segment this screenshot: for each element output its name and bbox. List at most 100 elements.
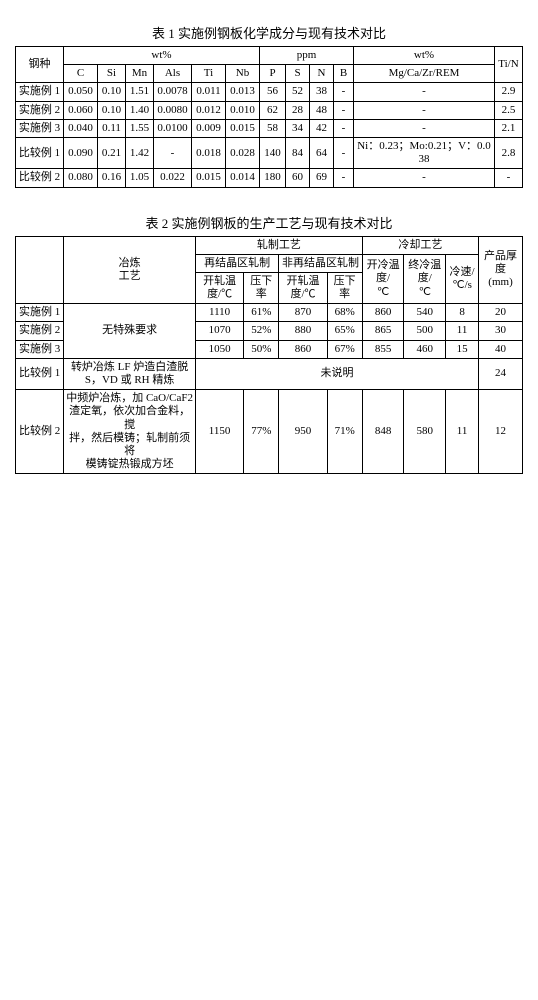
col-p: P xyxy=(260,65,286,83)
cell-c: 0.090 xyxy=(64,137,98,168)
cell-c: 0.080 xyxy=(64,169,98,187)
cell-mn: 1.05 xyxy=(126,169,154,187)
cell-n: 64 xyxy=(310,137,334,168)
h-steel: 钢种 xyxy=(16,47,64,83)
cell-sc: 860 xyxy=(362,304,404,322)
cell-th: 12 xyxy=(479,390,523,474)
cell-name: 比较例 2 xyxy=(16,390,64,474)
cell-sc: 855 xyxy=(362,340,404,358)
cell-p: 62 xyxy=(260,101,286,119)
col-mn: Mn xyxy=(126,65,154,83)
cell-mg: - xyxy=(354,169,495,187)
cell-mn: 1.51 xyxy=(126,83,154,101)
col-c: C xyxy=(64,65,98,83)
cell-tin: - xyxy=(495,169,523,187)
h-red1: 压下率 xyxy=(244,272,279,303)
cell-p: 180 xyxy=(260,169,286,187)
h-endc: 终冷温度/ ℃ xyxy=(404,254,446,304)
col-si: Si xyxy=(98,65,126,83)
cell-o2: 950 xyxy=(279,390,327,474)
col-mg: Mg/Ca/Zr/REM xyxy=(354,65,495,83)
cell-rate: 11 xyxy=(446,322,479,340)
cell-o1: 1150 xyxy=(195,390,243,474)
cell-als: 0.0080 xyxy=(154,101,192,119)
cell-b: - xyxy=(334,137,354,168)
h-open1: 开轧温度/℃ xyxy=(195,272,243,303)
h-recry: 再结晶区轧制 xyxy=(195,254,278,272)
cell-o1: 1070 xyxy=(195,322,243,340)
cell-name: 比较例 1 xyxy=(16,137,64,168)
cell-nb: 0.010 xyxy=(226,101,260,119)
h-rate: 冷速/ ℃/s xyxy=(446,254,479,304)
h-open2: 开轧温度/℃ xyxy=(279,272,327,303)
cell-si: 0.11 xyxy=(98,119,126,137)
cell-c: 0.050 xyxy=(64,83,98,101)
cell-nb: 0.014 xyxy=(226,169,260,187)
col-als: Als xyxy=(154,65,192,83)
cell-n: 42 xyxy=(310,119,334,137)
cell-r1: 50% xyxy=(244,340,279,358)
cell-tin: 2.8 xyxy=(495,137,523,168)
cell-s: 34 xyxy=(286,119,310,137)
cell-r2: 68% xyxy=(327,304,362,322)
cell-o1: 1050 xyxy=(195,340,243,358)
h-wt1: wt% xyxy=(64,47,260,65)
table2: 冶炼 工艺 轧制工艺 冷却工艺 产品厚度 (mm) 再结晶区轧制 非再结晶区轧制… xyxy=(15,236,523,475)
cell-c: 0.040 xyxy=(64,119,98,137)
cell-b: - xyxy=(334,101,354,119)
h-cool: 冷却工艺 xyxy=(362,236,478,254)
cell-als: - xyxy=(154,137,192,168)
cell-name: 实施例 3 xyxy=(16,119,64,137)
cell-n: 38 xyxy=(310,83,334,101)
h-red2: 压下率 xyxy=(327,272,362,303)
h-wt2: wt% xyxy=(354,47,495,65)
table1-caption: 表 1 实施例钢板化学成分与现有技术对比 xyxy=(15,23,523,42)
table-row: 实施例 20.0600.101.400.00800.0120.010622848… xyxy=(16,101,523,119)
cell-name: 比较例 2 xyxy=(16,169,64,187)
h-roll: 轧制工艺 xyxy=(195,236,362,254)
cell-name: 实施例 2 xyxy=(16,322,64,340)
cell-p: 140 xyxy=(260,137,286,168)
cell-rate: 11 xyxy=(446,390,479,474)
table1-header-row1: 钢种 wt% ppm wt% Ti/N xyxy=(16,47,523,65)
cell-si: 0.10 xyxy=(98,83,126,101)
cell-th: 40 xyxy=(479,340,523,358)
cell-th: 20 xyxy=(479,304,523,322)
cell-name: 比较例 1 xyxy=(16,358,64,389)
cell-b: - xyxy=(334,169,354,187)
h-smelt: 冶炼 工艺 xyxy=(64,236,196,304)
table-row: 实施例 1无特殊要求111061%87068%860540820 xyxy=(16,304,523,322)
cell-r2: 71% xyxy=(327,390,362,474)
cell-sc: 865 xyxy=(362,322,404,340)
cell-b: - xyxy=(334,119,354,137)
cell-rate: 15 xyxy=(446,340,479,358)
cell-o2: 870 xyxy=(279,304,327,322)
col-ti: Ti xyxy=(192,65,226,83)
cell-r1: 61% xyxy=(244,304,279,322)
cell-ti: 0.018 xyxy=(192,137,226,168)
h-tin: Ti/N xyxy=(495,47,523,83)
cell-o2: 880 xyxy=(279,322,327,340)
cell-th: 30 xyxy=(479,322,523,340)
cell-mn: 1.55 xyxy=(126,119,154,137)
cell-mg: - xyxy=(354,101,495,119)
cell-o2: 860 xyxy=(279,340,327,358)
col-n: N xyxy=(310,65,334,83)
cell-mg: - xyxy=(354,119,495,137)
h-startc: 开冷温度/ ℃ xyxy=(362,254,404,304)
cell-nb: 0.013 xyxy=(226,83,260,101)
cell-ti: 0.009 xyxy=(192,119,226,137)
cell-tin: 2.5 xyxy=(495,101,523,119)
col-b: B xyxy=(334,65,354,83)
cell-ec: 540 xyxy=(404,304,446,322)
cell-tin: 2.9 xyxy=(495,83,523,101)
table1: 钢种 wt% ppm wt% Ti/N C Si Mn Als Ti Nb P … xyxy=(15,46,523,188)
table-row: 实施例 30.0400.111.550.01000.0090.015583442… xyxy=(16,119,523,137)
cell-ec: 460 xyxy=(404,340,446,358)
cell-mn: 1.40 xyxy=(126,101,154,119)
cell-als: 0.0078 xyxy=(154,83,192,101)
cell-smelt-c1: 转炉冶炼 LF 炉造白渣脱 S，VD 或 RH 精炼 xyxy=(64,358,196,389)
table-row: 实施例 10.0500.101.510.00780.0110.013565238… xyxy=(16,83,523,101)
cell-name: 实施例 1 xyxy=(16,83,64,101)
cell-mn: 1.42 xyxy=(126,137,154,168)
